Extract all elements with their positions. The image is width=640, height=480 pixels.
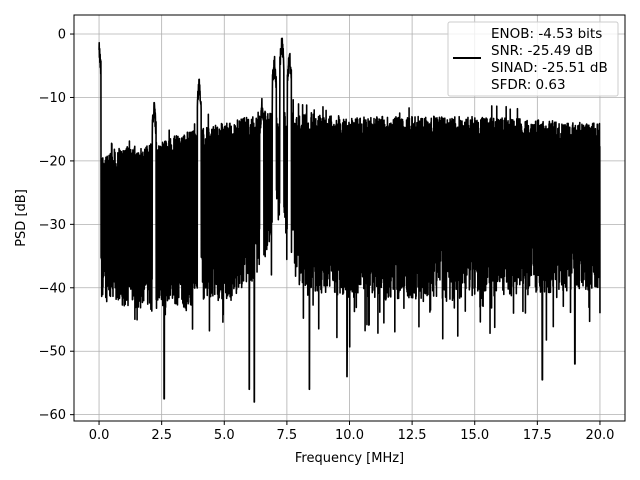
x-tick-label: 7.5: [277, 428, 298, 443]
x-tick-label: 10.0: [335, 428, 364, 443]
x-tick-label: 5.0: [214, 428, 235, 443]
legend-sfdr: SFDR: 0.63: [491, 77, 566, 93]
y-tick-label: −50: [39, 345, 66, 360]
y-tick-label: 0: [58, 28, 66, 43]
y-axis-label: PSD [dB]: [14, 189, 29, 247]
legend: ENOB: -4.53 bits SNR: -25.49 dB SINAD: -…: [447, 21, 619, 97]
x-tick-label: 0.0: [89, 428, 110, 443]
y-tick-label: −40: [39, 281, 66, 296]
legend-enob: ENOB: -4.53 bits: [491, 26, 602, 42]
y-tick-label: −30: [39, 218, 66, 233]
x-tick-label: 15.0: [460, 428, 489, 443]
x-axis-ticks: 0.0 2.5 5.0 7.5 10.0 12.5 15.0 17.5 20.0: [89, 421, 614, 443]
psd-series: [98, 37, 601, 403]
x-tick-label: 17.5: [523, 428, 552, 443]
legend-box: [447, 21, 619, 97]
y-tick-label: −60: [39, 408, 66, 423]
y-axis-ticks: 0 −10 −20 −30 −40 −50 −60: [39, 28, 74, 423]
x-tick-label: 12.5: [398, 428, 427, 443]
psd-trace: [98, 37, 601, 403]
x-axis-label: Frequency [MHz]: [295, 451, 404, 466]
legend-sinad: SINAD: -25.51 dB: [491, 60, 608, 76]
x-tick-label: 20.0: [585, 428, 614, 443]
y-tick-label: −20: [39, 154, 66, 169]
y-tick-label: −10: [39, 91, 66, 106]
x-tick-label: 2.5: [151, 428, 172, 443]
legend-snr: SNR: -25.49 dB: [491, 43, 593, 59]
